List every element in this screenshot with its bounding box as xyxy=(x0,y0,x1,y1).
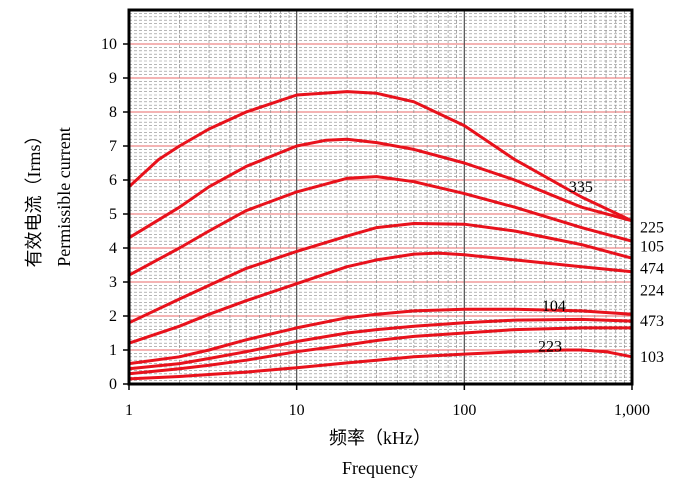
series-label-473: 473 xyxy=(640,313,664,330)
series-line-223 xyxy=(127,326,634,376)
series-line-474 xyxy=(127,222,634,325)
y-axis-title-en: Permissible current xyxy=(54,127,74,266)
y-tick-label: 8 xyxy=(109,104,117,121)
series-line-473 xyxy=(127,317,634,371)
series-line-105 xyxy=(127,175,634,277)
y-tick-label: 5 xyxy=(109,206,117,223)
series-label-335: 335 xyxy=(569,179,593,196)
x-tick-label: 1 xyxy=(125,402,133,419)
y-tick-label: 4 xyxy=(109,240,117,257)
series-label-474: 474 xyxy=(640,260,664,277)
series-line-224 xyxy=(127,251,634,345)
series-line-225 xyxy=(127,137,634,240)
series-lines xyxy=(127,90,634,381)
series-label-225: 225 xyxy=(640,220,664,237)
series-label-224: 224 xyxy=(640,283,664,300)
x-axis-title-cn: 频率（kHz） xyxy=(329,428,431,448)
y-tick-label: 1 xyxy=(109,342,117,359)
y-tick-label: 9 xyxy=(109,70,117,87)
series-line-104 xyxy=(127,307,634,366)
series-line-335 xyxy=(127,90,634,223)
series-label-104: 104 xyxy=(542,298,566,315)
y-tick-label: 10 xyxy=(101,36,117,53)
y-tick-label: 7 xyxy=(109,138,117,155)
y-tick-label: 0 xyxy=(109,376,117,393)
series-label-105: 105 xyxy=(640,238,664,255)
x-tick-label: 100 xyxy=(452,402,476,419)
y-axis-title-cn: 有效电流（Irms） xyxy=(24,127,44,268)
x-tick-label: 1,000 xyxy=(614,402,650,419)
y-tick-label: 6 xyxy=(109,172,117,189)
x-axis-title-en: Frequency xyxy=(342,458,418,478)
x-tick-label: 10 xyxy=(289,402,305,419)
series-label-103: 103 xyxy=(640,349,664,366)
y-tick-label: 2 xyxy=(109,308,117,325)
series-label-223: 223 xyxy=(538,339,562,356)
y-tick-label: 3 xyxy=(109,274,117,291)
plot-frame xyxy=(127,8,634,386)
series-line-103 xyxy=(127,348,634,381)
